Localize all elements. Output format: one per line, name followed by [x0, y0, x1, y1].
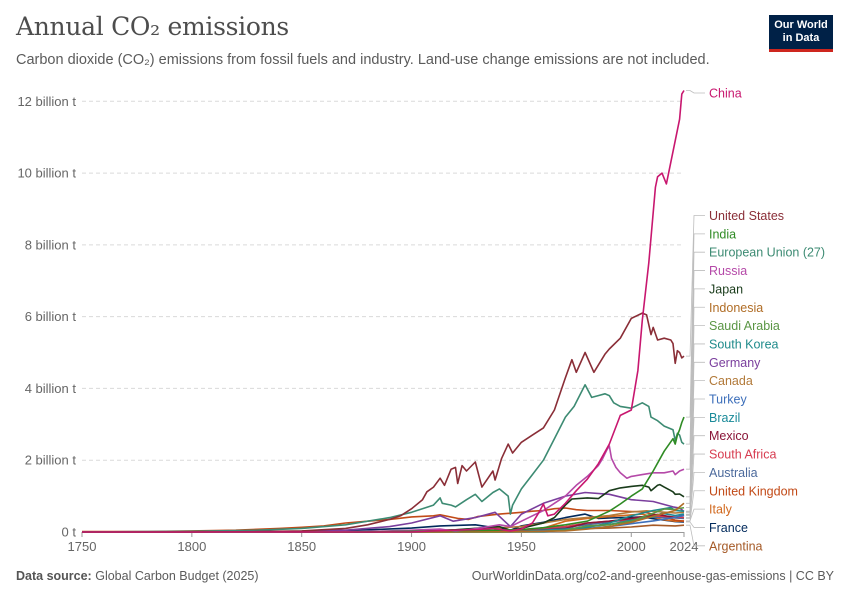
legend-label-china: China	[709, 87, 742, 101]
series-line-united-states	[82, 312, 685, 533]
legend-label-united-states: United States	[709, 209, 784, 223]
grid-layer: 0 t 2 billion t 4 billion t 6 billion t 8 bi…	[17, 94, 684, 540]
label-connector	[686, 490, 705, 522]
series-line-european-union-27	[81, 384, 685, 533]
legend-label-indonesia: Indonesia	[709, 301, 763, 315]
x-axis: 1750 1800 1850 1900 1950 2000 2024	[68, 532, 699, 554]
label-connector	[686, 90, 705, 94]
y-tick-label: 4 billion t	[25, 381, 77, 396]
label-connector	[686, 453, 705, 518]
label-connector	[686, 306, 705, 504]
legend-label-saudi-arabia: Saudi Arabia	[709, 319, 780, 333]
label-connector	[686, 416, 705, 515]
y-tick-label: 0 t	[62, 525, 77, 540]
label-connector	[686, 325, 705, 508]
label-connector	[686, 251, 705, 445]
label-connector	[686, 215, 705, 357]
label-connector	[686, 521, 705, 528]
legend-label-united-kingdom: United Kingdom	[709, 484, 798, 498]
y-tick-label: 12 billion t	[17, 94, 76, 109]
series-line-japan	[82, 483, 685, 533]
legend-label-germany: Germany	[709, 356, 761, 370]
label-connector	[686, 233, 705, 418]
x-tick-label: 1850	[287, 539, 316, 554]
legend-label-india: India	[709, 227, 736, 241]
legend-label-european-union-27: European Union (27)	[709, 246, 825, 260]
legend-label-russia: Russia	[709, 264, 747, 278]
label-connector	[686, 361, 705, 512]
y-tick-label: 10 billion t	[17, 166, 76, 181]
label-connector	[686, 472, 705, 519]
source-value[interactable]: Global Carbon Budget (2025)	[95, 569, 259, 583]
y-tick-label: 8 billion t	[25, 237, 77, 252]
y-tick-label: 2 billion t	[25, 453, 77, 468]
x-tick-label: 2024	[670, 539, 699, 554]
label-connector	[686, 380, 705, 513]
series-layer	[81, 90, 685, 533]
logo-line-1: Our World	[774, 19, 828, 31]
legend-label-argentina: Argentina	[709, 539, 763, 553]
chart-subtitle: Carbon dioxide (CO₂) emissions from foss…	[16, 52, 710, 68]
series-line-indonesia	[82, 502, 685, 533]
x-tick-label: 1750	[68, 539, 97, 554]
footer-source: Data source: Global Carbon Budget (2025)	[16, 569, 259, 583]
x-tick-label: 1950	[507, 539, 536, 554]
label-connector	[686, 343, 705, 512]
x-tick-label: 1900	[397, 539, 426, 554]
logo-line-2: in Data	[782, 32, 820, 44]
source-label: Data source:	[16, 569, 92, 583]
legend-label-australia: Australia	[709, 466, 758, 480]
x-tick-label: 2000	[617, 539, 646, 554]
label-connector	[686, 435, 705, 516]
legend-labels: China United States India European Union (2…	[686, 87, 825, 553]
legend-label-japan: Japan	[709, 282, 743, 296]
legend-label-south-korea: South Korea	[709, 337, 779, 351]
legend-label-south-africa: South Africa	[709, 448, 776, 462]
y-tick-label: 6 billion t	[25, 309, 77, 324]
label-connector	[686, 508, 705, 522]
legend-label-turkey: Turkey	[709, 393, 747, 407]
label-connector	[686, 524, 705, 547]
label-connector	[686, 398, 705, 516]
label-connector	[686, 288, 705, 498]
label-connector	[686, 270, 705, 470]
chart-title: Annual CO₂ emissions	[16, 12, 289, 41]
legend-label-brazil: Brazil	[709, 411, 740, 425]
series-line-china	[82, 90, 685, 533]
footer-url[interactable]: OurWorldinData.org/co2-and-greenhouse-ga…	[471, 569, 834, 583]
x-tick-label: 1800	[177, 539, 206, 554]
legend-label-italy: Italy	[709, 503, 733, 517]
legend-label-mexico: Mexico	[709, 429, 749, 443]
legend-label-france: France	[709, 521, 748, 535]
series-line-india	[82, 416, 685, 533]
owid-logo[interactable]: Our World in Data	[769, 15, 833, 52]
legend-label-canada: Canada	[709, 374, 753, 388]
